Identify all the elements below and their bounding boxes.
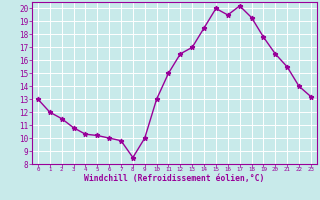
X-axis label: Windchill (Refroidissement éolien,°C): Windchill (Refroidissement éolien,°C) (84, 174, 265, 183)
